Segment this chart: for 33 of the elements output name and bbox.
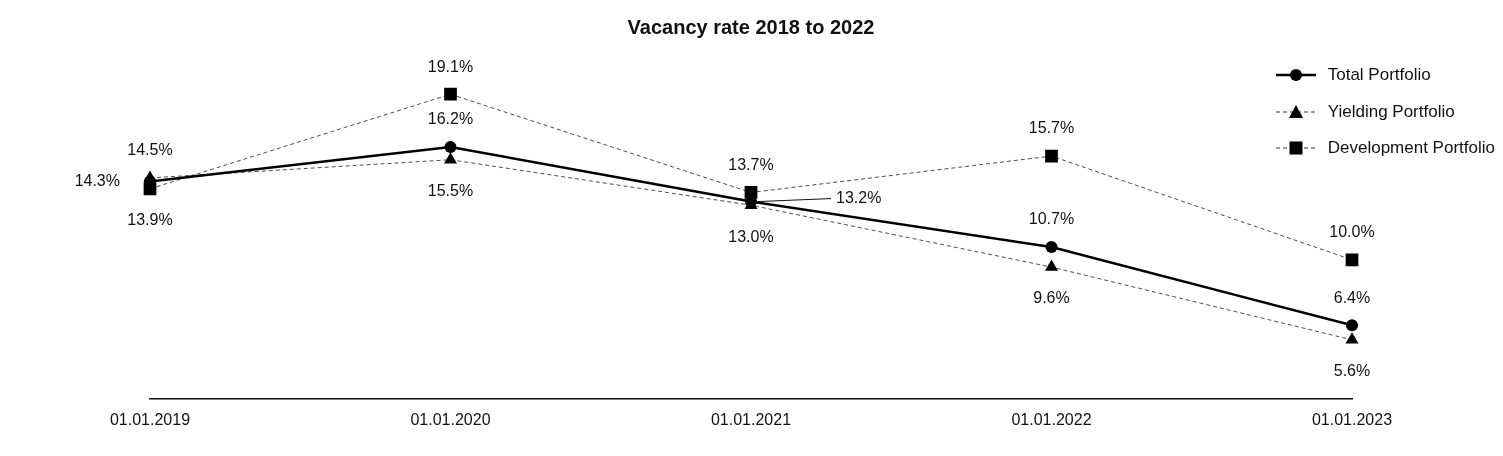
data-label: 19.1%: [427, 57, 474, 75]
data-label: 10.0%: [1329, 223, 1375, 241]
data-label: 13.9%: [127, 211, 173, 229]
point: [1345, 332, 1359, 344]
data-label: 13.0%: [728, 227, 774, 245]
data-label: 13.7%: [728, 155, 774, 173]
point: [1045, 149, 1058, 163]
data-label: 13.2%: [836, 188, 882, 206]
data-label: 16.2%: [427, 110, 474, 128]
data-label: 14.5%: [127, 141, 173, 159]
point: [444, 87, 457, 101]
data-label: 15.5%: [427, 182, 474, 200]
point: [1345, 253, 1359, 267]
x-tick-label: 01.01.2020: [410, 410, 491, 428]
data-label: 10.7%: [1028, 210, 1075, 228]
legend-label: Total Portfolio: [1327, 65, 1431, 86]
data-label: 9.6%: [1033, 289, 1070, 307]
chart-title: Vacancy rate 2018 to 2022: [627, 15, 875, 38]
data-label: 5.6%: [1333, 362, 1371, 380]
data-label: 6.4%: [1333, 288, 1371, 306]
point: [444, 140, 457, 153]
point: [1045, 241, 1058, 254]
x-tick-label: 01.01.2021: [710, 410, 792, 428]
point: [1346, 319, 1358, 332]
legend-label: Development Portfolio: [1327, 138, 1495, 159]
x-tick-label: 01.01.2023: [1311, 410, 1393, 428]
data-label: 14.3%: [74, 171, 120, 189]
point: [444, 152, 457, 164]
point: [1045, 259, 1058, 271]
legend-label: Yielding Portfolio: [1327, 101, 1455, 122]
x-tick-label: 01.01.2019: [109, 410, 191, 428]
data-label: 15.7%: [1028, 119, 1075, 137]
x-tick-label: 01.01.2022: [1011, 410, 1092, 428]
